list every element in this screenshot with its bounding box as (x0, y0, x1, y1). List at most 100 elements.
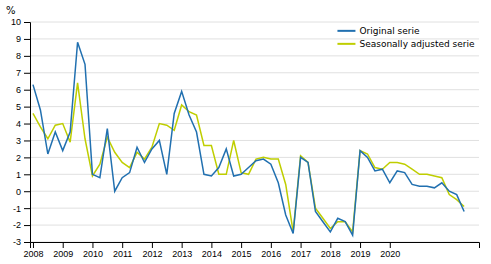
y-tick-mark (24, 174, 30, 175)
y-tick-mark (24, 140, 30, 141)
y-tick-mark (24, 107, 30, 108)
x-axis: 2008 2009 2010 2011 2012 2013 2014 2015 2016 2017… (23, 242, 479, 259)
y-tick: 0 (16, 187, 30, 197)
y-tick: 3 (16, 136, 30, 146)
x-tick-mark (152, 242, 153, 248)
y-tick-label: 3 (16, 136, 21, 146)
x-tick: 2008 (23, 242, 43, 259)
y-tick-mark (24, 90, 30, 91)
series-line (33, 83, 464, 232)
x-tick-mark (182, 242, 183, 248)
legend-swatch (337, 43, 355, 45)
grid-line (30, 72, 479, 73)
grid-line (30, 174, 479, 175)
y-tick: 10 (11, 17, 30, 27)
x-tick-label: 2011 (113, 249, 132, 259)
y-tick: 4 (16, 119, 30, 129)
x-tick: 2020 (380, 242, 400, 259)
y-tick-mark (24, 191, 30, 192)
y-tick-label: 7 (16, 68, 21, 78)
grid-line (30, 22, 479, 23)
y-tick-mark (24, 208, 30, 209)
y-tick: 7 (16, 68, 30, 78)
x-tick: 2019 (351, 242, 371, 259)
grid-line (30, 140, 479, 141)
x-tick-label: 2009 (53, 249, 73, 259)
grid-line (30, 55, 479, 56)
x-tick: 2013 (172, 242, 192, 259)
x-tick: 2012 (142, 242, 162, 259)
x-tick: 2017 (291, 242, 311, 259)
grid-line (30, 89, 479, 90)
legend: Original serie Seasonally adjusted serie (337, 26, 475, 49)
y-tick-mark (24, 22, 30, 23)
y-tick-mark (24, 225, 30, 226)
y-tick: 1 (16, 170, 30, 180)
y-tick-label: 1 (16, 170, 21, 180)
y-tick-mark (24, 73, 30, 74)
y-tick-label: 9 (16, 34, 21, 44)
x-tick-mark (241, 242, 242, 248)
y-tick: 9 (16, 34, 30, 44)
x-tick: 2011 (113, 242, 132, 259)
plot: 2008200920102011201220132014201520162017… (11, 17, 480, 259)
x-tick-mark (330, 242, 331, 248)
grid-line (30, 123, 479, 124)
grid-line (30, 191, 479, 192)
grid-line (30, 106, 479, 107)
y-tick: 5 (16, 102, 30, 112)
x-tick-mark (63, 242, 64, 248)
x-axis-line (31, 243, 480, 249)
y-tick-mark (24, 56, 30, 57)
lines (33, 42, 464, 235)
y-tick-label: -3 (13, 237, 21, 247)
y-tick-label: 5 (16, 102, 21, 112)
y-axis: -3 -2 -1 0 1 2 3 4 5 6 7 8 9 10 (11, 17, 31, 247)
x-tick-mark (360, 242, 361, 248)
y-tick-label: -2 (13, 220, 21, 230)
x-tick-label: 2014 (202, 249, 222, 259)
grid-line (30, 157, 479, 158)
x-tick-mark (122, 242, 123, 248)
x-tick-label: 2018 (321, 249, 341, 259)
y-tick-label: 2 (16, 153, 21, 163)
y-tick: 6 (16, 85, 30, 95)
y-tick-label: -1 (13, 204, 21, 214)
x-tick-label: 2008 (23, 249, 43, 259)
y-tick: 2 (16, 153, 30, 163)
x-tick: 2018 (321, 242, 341, 259)
x-tick-mark (92, 242, 93, 248)
x-tick-label: 2017 (291, 249, 311, 259)
x-tick-label: 2010 (83, 249, 103, 259)
grid-line (30, 225, 479, 226)
y-axis-line (24, 23, 31, 243)
x-tick: 2015 (232, 242, 252, 259)
y-tick-mark (24, 39, 30, 40)
y-tick-mark (24, 242, 30, 243)
legend-item: Original serie (337, 26, 420, 36)
x-tick-mark (271, 242, 272, 248)
y-tick-mark (24, 157, 30, 158)
x-tick-label: 2020 (380, 249, 400, 259)
y-tick-label: 0 (16, 187, 21, 197)
legend-item: Seasonally adjusted serie (337, 39, 475, 49)
y-tick-label: 10 (11, 17, 21, 27)
x-tick-mark (301, 242, 302, 248)
legend-swatch (337, 30, 355, 32)
y-tick-label: 6 (16, 85, 21, 95)
x-tick-label: 2016 (261, 249, 281, 259)
x-tick-label: 2019 (351, 249, 371, 259)
legend-label: Seasonally adjusted serie (359, 39, 475, 49)
series-line (33, 42, 464, 235)
y-tick-label: 4 (16, 119, 21, 129)
y-tick: 8 (16, 51, 30, 61)
y-tick-mark (24, 124, 30, 125)
x-tick: 2010 (83, 242, 103, 259)
grid-line (30, 208, 479, 209)
x-tick-mark (33, 242, 34, 248)
x-tick-label: 2015 (232, 249, 252, 259)
grid (30, 22, 479, 242)
x-tick-label: 2012 (142, 249, 162, 259)
x-tick: 2014 (202, 242, 222, 259)
x-tick-mark (211, 242, 212, 248)
